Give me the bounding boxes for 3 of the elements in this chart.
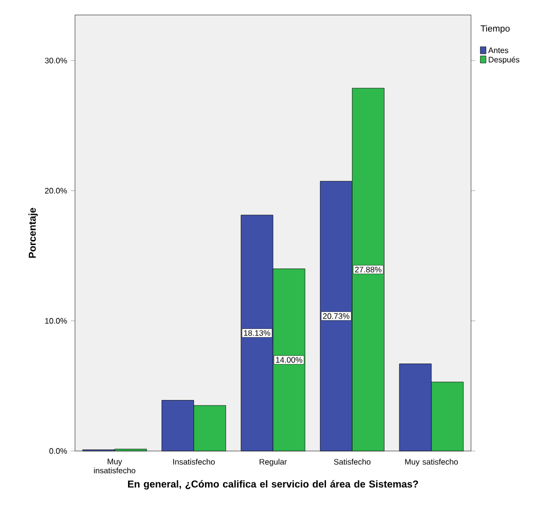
y-axis-title: Porcentaje (28, 208, 38, 258)
x-axis-title: En general, ¿Cómo califica el servicio del área de Sistemas? (128, 480, 418, 490)
legend-title: Tiempo (480, 25, 510, 34)
